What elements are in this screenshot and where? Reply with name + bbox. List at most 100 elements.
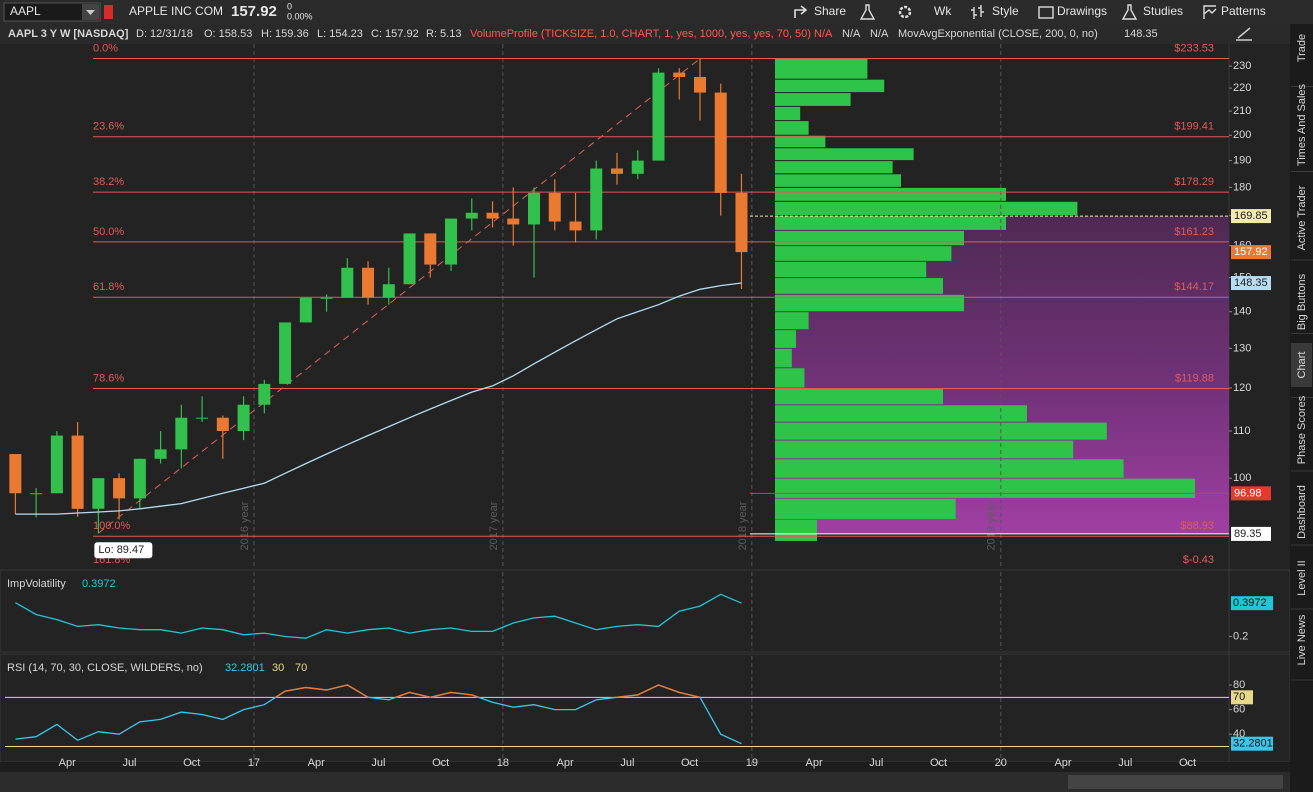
- symbol[interactable]: AAPL: [10, 4, 41, 18]
- side-tabs: Trade Times And Sales Active Trader Big But…: [1291, 34, 1313, 681]
- candle-body: [652, 72, 665, 161]
- net-change-pct: 0.00%: [287, 11, 313, 21]
- plot: 2016 year 2017 year 2018 year 2019 year 100 1…: [5, 42, 1273, 769]
- last-price: 157.92: [231, 3, 277, 20]
- patterns-icon: [1203, 5, 1217, 19]
- x-tick-label: Oct: [183, 757, 200, 769]
- candle-body: [590, 168, 603, 231]
- side-tab[interactable]: Level II: [1296, 560, 1308, 595]
- share-icon: [794, 5, 808, 18]
- x-tick-label: Oct: [681, 757, 698, 769]
- chart-header-items: AAPL 3 Y W [NASDAQ] D: 12/31/18 O: 158.5…: [8, 27, 1252, 41]
- toolbar-items: AAPL APPLE INC COM 157.92 0 0.00% Share …: [3, 1, 1266, 22]
- candle-body: [693, 76, 706, 93]
- chart-header: [0, 24, 1290, 44]
- link-indicator: [104, 5, 113, 19]
- fib-price-label: $199.41: [1174, 121, 1214, 133]
- fib-level-label: 61.8%: [93, 281, 124, 293]
- fib-price-label: $88.93: [1180, 520, 1214, 532]
- x-tick-label: Oct: [930, 757, 947, 769]
- volume-profile-bar: [775, 294, 964, 312]
- y-tick-label: 220: [1233, 82, 1251, 94]
- price-marker-box: [1231, 526, 1271, 541]
- volume-profile-bar: [775, 498, 956, 519]
- candle-body: [362, 267, 375, 298]
- style-icon: [971, 5, 984, 19]
- x-tick-label: 20: [995, 757, 1007, 769]
- volume-profile-bar: [775, 58, 868, 79]
- volume-profile-bar: [775, 422, 1107, 440]
- volume-profile-bar: [775, 368, 805, 388]
- fib-price-label: $144.17: [1174, 281, 1214, 293]
- panel-value: 0.3972: [82, 578, 116, 590]
- scrollbar-thumb[interactable]: [1068, 775, 1283, 789]
- price-marker-box: [1231, 245, 1271, 260]
- candle-body: [175, 417, 188, 450]
- toolbar-button[interactable]: Share: [814, 4, 846, 18]
- toolbar: [0, 0, 1313, 24]
- candle-body: [30, 493, 43, 495]
- candle-body: [673, 72, 686, 77]
- price-marker-box: [1231, 209, 1271, 224]
- study-value: N/A: [870, 28, 889, 40]
- fib-level-label: 23.6%: [93, 121, 124, 133]
- candle-body: [237, 404, 250, 432]
- toolbar-button[interactable]: Wk: [934, 4, 952, 18]
- volume-profile-bar: [775, 135, 826, 148]
- candle-body: [735, 192, 748, 253]
- fib-level-label: 78.6%: [93, 372, 124, 384]
- x-tick-label: Jul: [371, 757, 385, 769]
- fib-price-label: $233.53: [1174, 42, 1214, 54]
- candle-body: [216, 417, 229, 432]
- panel-title: ImpVolatility: [7, 578, 66, 590]
- volume-profile-bar: [775, 216, 1006, 230]
- toolbar-button[interactable]: Studies: [1143, 4, 1183, 18]
- toolbar-button[interactable]: Drawings: [1057, 4, 1107, 18]
- y-tick-label: 110: [1233, 425, 1251, 437]
- toolbar-button[interactable]: Style: [992, 4, 1019, 18]
- drawing-tool-icon[interactable]: [1236, 27, 1252, 41]
- moving-average: [15, 282, 742, 515]
- volume-profile-bar: [775, 478, 1195, 498]
- side-tab[interactable]: Dashboard: [1296, 485, 1308, 539]
- symbol-box[interactable]: [3, 2, 101, 22]
- candle-body: [569, 221, 582, 231]
- scrollbar[interactable]: [0, 772, 1290, 792]
- toolbar-button[interactable]: Patterns: [1221, 4, 1266, 18]
- panel-value: 70: [295, 662, 307, 674]
- candle-body: [320, 297, 333, 299]
- x-tick-label: 17: [248, 757, 260, 769]
- side-tab[interactable]: Trade: [1296, 34, 1308, 62]
- drawings-icon: [1038, 6, 1054, 19]
- side-tab[interactable]: Phase Scores: [1296, 395, 1308, 464]
- candle-body: [465, 212, 478, 219]
- low-label-box: [94, 542, 153, 559]
- candle-body: [133, 458, 146, 499]
- x-tick-label: 18: [497, 757, 509, 769]
- side-tab[interactable]: Times And Sales: [1296, 83, 1308, 166]
- flask-icon[interactable]: [859, 4, 876, 20]
- side-tab[interactable]: Big Buttons: [1296, 273, 1308, 330]
- year-label: 2016 year: [239, 501, 251, 550]
- volume-profile-bar: [775, 519, 817, 541]
- x-tick-label: Oct: [1179, 757, 1196, 769]
- side-tab[interactable]: Live News: [1296, 614, 1308, 665]
- year-label: 2018 year: [737, 501, 749, 550]
- x-tick-label: Jul: [1118, 757, 1132, 769]
- value-box-label: 32.2801: [1233, 738, 1273, 750]
- side-tab[interactable]: Chart: [1296, 352, 1308, 379]
- volume-profile-bar: [775, 79, 885, 93]
- volume-profile-bar: [775, 278, 943, 294]
- price-marker-box: [1231, 486, 1271, 501]
- fib-price-label: $161.23: [1174, 226, 1214, 238]
- x-tick-label: Jul: [620, 757, 634, 769]
- candle-body: [424, 233, 437, 265]
- fib-level-label: 0.0%: [93, 42, 118, 54]
- year-label: 2017 year: [488, 501, 500, 550]
- candle-body: [279, 322, 292, 384]
- side-tab[interactable]: Active Trader: [1296, 185, 1308, 250]
- y-tick-label: 140: [1233, 306, 1251, 318]
- gear-icon[interactable]: [898, 5, 912, 19]
- candle-body: [299, 297, 312, 323]
